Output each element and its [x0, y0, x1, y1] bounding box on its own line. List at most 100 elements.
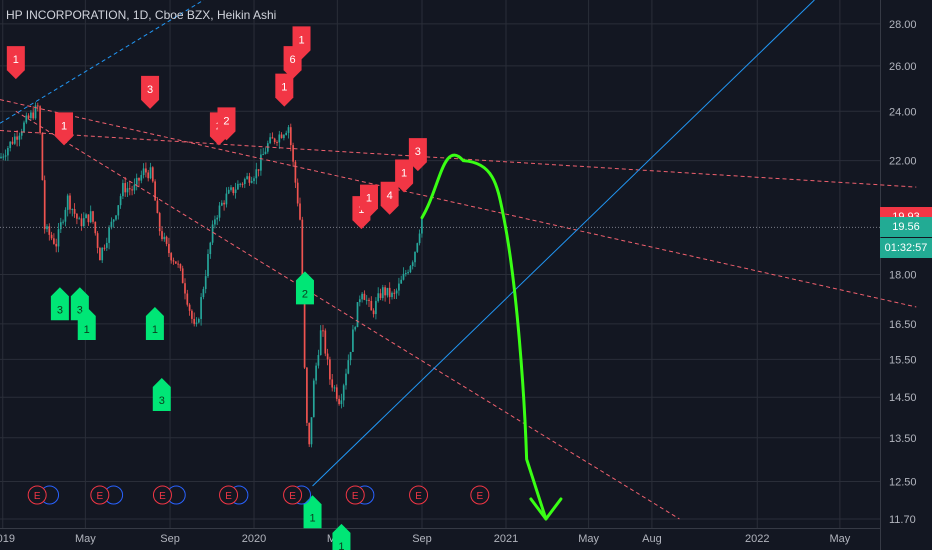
- candle-body: [260, 154, 262, 171]
- projection-arrowhead-icon: [529, 497, 563, 521]
- sell-signal-marker: 1: [55, 112, 74, 146]
- earnings-marker: E: [90, 485, 110, 505]
- y-tick-label: 26.00: [889, 61, 917, 73]
- earnings-circle: [27, 485, 47, 505]
- candle-body: [87, 214, 90, 223]
- candle-body: [264, 151, 267, 155]
- candle-body: [230, 187, 232, 190]
- candle-body: [16, 136, 18, 140]
- earnings-label: E: [96, 491, 103, 502]
- candle-body: [200, 297, 202, 319]
- candle-body: [253, 178, 255, 182]
- candle-body: [312, 380, 315, 418]
- candle-body: [69, 195, 71, 210]
- sell-signal-marker: 1: [275, 73, 294, 107]
- earnings-label: E: [225, 491, 232, 502]
- candle-body: [145, 168, 147, 173]
- candle-body: [329, 359, 331, 380]
- earnings-marker: E: [219, 485, 239, 505]
- candle-body: [39, 106, 41, 133]
- sell-signals: 1132216111413: [6, 26, 427, 230]
- earnings-label: E: [34, 491, 41, 502]
- candle-body: [4, 155, 7, 157]
- candle-body: [204, 276, 207, 290]
- candle-body: [322, 330, 324, 332]
- sell-marker-shape: [6, 46, 25, 80]
- candle-body: [34, 105, 37, 119]
- candle-body: [126, 188, 129, 193]
- candle-body: [379, 293, 382, 299]
- candle-body: [181, 268, 184, 284]
- candle-body: [271, 137, 274, 139]
- candle-body: [131, 189, 133, 191]
- buy-signal-marker: 1: [303, 495, 322, 529]
- candle-body: [202, 289, 205, 298]
- candle-body: [384, 287, 386, 296]
- candle-body: [391, 292, 393, 298]
- buy-marker-shape: [77, 306, 96, 340]
- candle-body: [218, 205, 221, 218]
- buy-signal-marker: 3: [50, 287, 69, 321]
- candle-body: [335, 387, 338, 399]
- candle-body: [377, 293, 380, 302]
- buy-signal-marker: 2: [295, 271, 314, 305]
- earnings-circle: [90, 485, 110, 505]
- candle-body: [234, 189, 237, 194]
- earnings-circle: [152, 485, 172, 505]
- candle-body: [122, 183, 124, 197]
- candles: [0, 102, 423, 448]
- sell-marker-label: 1: [281, 82, 287, 94]
- y-tick-label: 28.00: [889, 19, 917, 31]
- earnings-marker: E: [283, 485, 303, 505]
- candle-body: [64, 209, 67, 222]
- sell-marker-shape: [359, 184, 378, 218]
- sell-marker-label: 1: [13, 54, 19, 66]
- candle-body: [170, 253, 173, 261]
- y-tick-label: 24.00: [889, 106, 917, 118]
- candle-body: [216, 217, 219, 220]
- candle-body: [117, 205, 120, 216]
- candle-body: [7, 147, 9, 156]
- candle-body: [340, 400, 343, 405]
- candle-body: [151, 167, 154, 182]
- candle-body: [414, 251, 416, 263]
- candle-body: [105, 242, 108, 248]
- candle-body: [23, 122, 25, 132]
- chart-title: HP INCORPORATION, 1D, Cboe BZX, Heikin A…: [6, 8, 277, 22]
- candle-body: [119, 196, 122, 206]
- sell-marker-label: 4: [387, 190, 393, 202]
- candle-body: [421, 217, 423, 234]
- buy-signal-marker: 1: [145, 306, 164, 340]
- candle-body: [214, 219, 216, 225]
- candle-body: [133, 184, 136, 191]
- candle-body: [57, 229, 60, 247]
- candle-body: [354, 327, 357, 330]
- buy-marker-shape: [303, 495, 322, 529]
- candle-body: [161, 231, 163, 240]
- candle-body: [46, 226, 48, 230]
- candle-body: [361, 293, 363, 300]
- candle-body: [255, 169, 258, 179]
- candle-body: [294, 161, 297, 183]
- candle-body: [41, 132, 44, 181]
- candle-body: [402, 273, 405, 280]
- candle-body: [50, 234, 53, 239]
- candle-body: [246, 176, 248, 180]
- candle-body: [25, 115, 28, 123]
- buy-marker-shape: [332, 523, 351, 550]
- earnings-label: E: [289, 491, 296, 502]
- x-tick-label: Aug: [642, 533, 662, 545]
- candle-body: [296, 182, 299, 204]
- candle-body: [135, 177, 138, 185]
- candle-body: [388, 287, 391, 298]
- candle-body: [43, 180, 46, 230]
- candle-body: [62, 221, 64, 223]
- candle-body: [184, 283, 186, 294]
- buy-marker-label: 1: [338, 541, 344, 550]
- candle-body: [269, 137, 271, 144]
- y-tick-label: 22.00: [889, 156, 917, 168]
- y-tick-label: 14.50: [889, 392, 917, 404]
- candle-body: [363, 293, 366, 300]
